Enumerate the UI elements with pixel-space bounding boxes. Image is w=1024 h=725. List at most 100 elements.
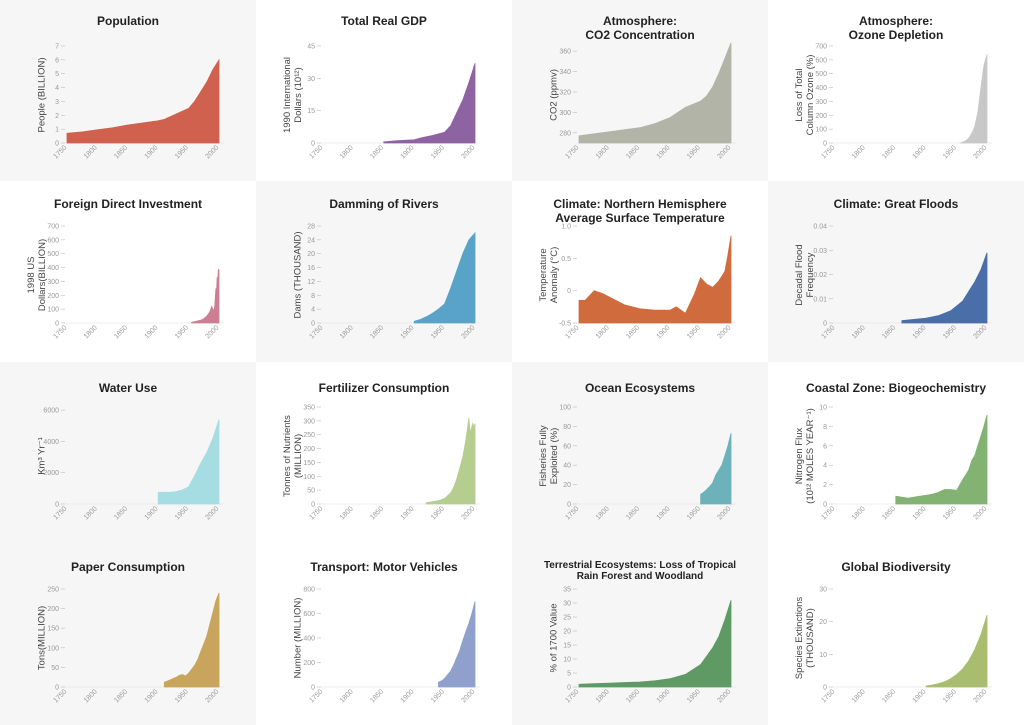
y-tick-label: 0 [311, 502, 315, 509]
y-tick-label: 250 [303, 432, 315, 439]
x-tick-label: 1900 [656, 505, 672, 521]
y-tick-label: 700 [47, 224, 59, 231]
chart-svg: 280 300 320 340 360 1750 1800 1850 1900 1950 2000 [559, 42, 736, 160]
chart-panel: Atmosphere: CO2 Concentration CO2 (ppmv) 28… [512, 0, 768, 181]
x-tick-label: 1900 [656, 688, 672, 704]
y-tick-label: 0 [55, 321, 59, 328]
area-series [959, 54, 988, 144]
y-tick-label: 15 [307, 108, 315, 115]
x-tick-label: 1850 [625, 144, 641, 160]
y-tick-label: 200 [815, 113, 827, 120]
x-tick-label: 1850 [113, 324, 129, 340]
y-tick-label: 4 [311, 307, 315, 314]
chart-title-line: Transport: Motor Vehicles [310, 560, 458, 574]
y-tick-label: 0.03 [813, 248, 827, 255]
y-tick-label: 7 [55, 44, 59, 51]
y-tick-label: 10 [819, 405, 827, 412]
chart-title: Foreign Direct Investment [0, 197, 256, 211]
y-tick-label: 700 [815, 44, 827, 51]
y-tick-label: 10 [563, 657, 571, 664]
y-tick-label: 500 [815, 71, 827, 78]
y-tick-label: 45 [307, 44, 315, 51]
area-series [578, 600, 732, 688]
x-tick-label: 1800 [595, 144, 611, 160]
chart-title: Terrestrial Ecosystems: Loss of Tropical… [512, 560, 768, 582]
x-tick-label: 1950 [430, 324, 446, 340]
x-tick-label: 1850 [369, 505, 385, 521]
x-tick-label: 1750 [564, 144, 580, 160]
x-tick-label: 2000 [972, 688, 988, 704]
chart-title-line: Paper Consumption [70, 560, 185, 574]
y-tick-label: 35 [563, 587, 571, 594]
y-tick-label: 400 [303, 636, 315, 643]
x-tick-label: 1900 [400, 324, 416, 340]
y-tick-label: 1 [55, 127, 59, 134]
y-tick-label: 350 [303, 405, 315, 412]
y-tick-label: 40 [563, 463, 571, 470]
x-tick-label: 1850 [881, 144, 897, 160]
y-tick-label: 20 [819, 619, 827, 626]
y-tick-label: 280 [559, 130, 571, 137]
x-tick-label: 1950 [174, 324, 190, 340]
y-tick-label: 8 [311, 293, 315, 300]
y-tick-label: 16 [307, 265, 315, 272]
x-tick-label: 1950 [430, 144, 446, 160]
area-series [157, 419, 220, 505]
x-tick-label: 1800 [595, 324, 611, 340]
y-tick-label: 0 [567, 502, 571, 509]
chart-title: Fertilizer Consumption [256, 381, 512, 395]
x-tick-label: 2000 [460, 144, 476, 160]
y-tick-label: 250 [47, 587, 59, 594]
x-tick-label: 2000 [460, 324, 476, 340]
chart-title-line: Global Biodiversity [841, 560, 951, 574]
y-tick-label: 20 [307, 251, 315, 258]
y-tick-label: 25 [563, 615, 571, 622]
y-tick-label: 6 [55, 57, 59, 64]
x-tick-label: 1850 [625, 505, 641, 521]
chart-title-line: Damming of Rivers [329, 197, 439, 211]
x-tick-label: 2000 [204, 324, 220, 340]
chart-panel: Paper Consumption Tons(MILLION) 0 50 100 150 2… [0, 543, 256, 725]
chart-title-line: Coastal Zone: Biogeochemistry [805, 381, 987, 395]
chart-title: Transport: Motor Vehicles [256, 560, 512, 574]
y-tick-label: 300 [303, 418, 315, 425]
y-tick-label: 0 [823, 321, 827, 328]
chart-title-line: Water Use [98, 381, 158, 395]
area-series [425, 418, 476, 505]
y-tick-label: 300 [47, 279, 59, 286]
x-tick-label: 2000 [972, 505, 988, 521]
x-tick-label: 1800 [83, 144, 99, 160]
y-tick-label: 0 [311, 141, 315, 148]
y-tick-label: 6 [823, 443, 827, 450]
chart-panel: Water Use Km³ Yr⁻¹ 0 2000 4000 6000 1750 1800 18… [0, 362, 256, 543]
y-tick-label: 0 [55, 141, 59, 148]
y-tick-label: 100 [47, 307, 59, 314]
chart-panel: Terrestrial Ecosystems: Loss of Tropical… [512, 543, 768, 725]
chart-panel: Ocean Ecosystems Fisheries Fully Exploited… [512, 362, 768, 543]
y-tick-label: 0 [567, 685, 571, 692]
y-tick-label: 3 [55, 99, 59, 106]
y-tick-label: 4 [55, 85, 59, 92]
y-tick-label: 300 [559, 110, 571, 117]
y-tick-label: 24 [307, 237, 315, 244]
x-tick-label: 1950 [942, 324, 958, 340]
y-tick-label: -0.5 [559, 321, 571, 328]
x-tick-label: 1850 [881, 324, 897, 340]
x-tick-label: 1900 [912, 688, 928, 704]
x-tick-label: 1900 [144, 324, 160, 340]
y-tick-label: 0.5 [561, 256, 571, 263]
chart-title: Paper Consumption [0, 560, 256, 574]
chart-title-line: Atmosphere: [858, 14, 933, 28]
x-tick-label: 1900 [400, 688, 416, 704]
x-tick-label: 1950 [174, 688, 190, 704]
y-tick-label: 10 [819, 652, 827, 659]
x-tick-label: 1950 [942, 505, 958, 521]
